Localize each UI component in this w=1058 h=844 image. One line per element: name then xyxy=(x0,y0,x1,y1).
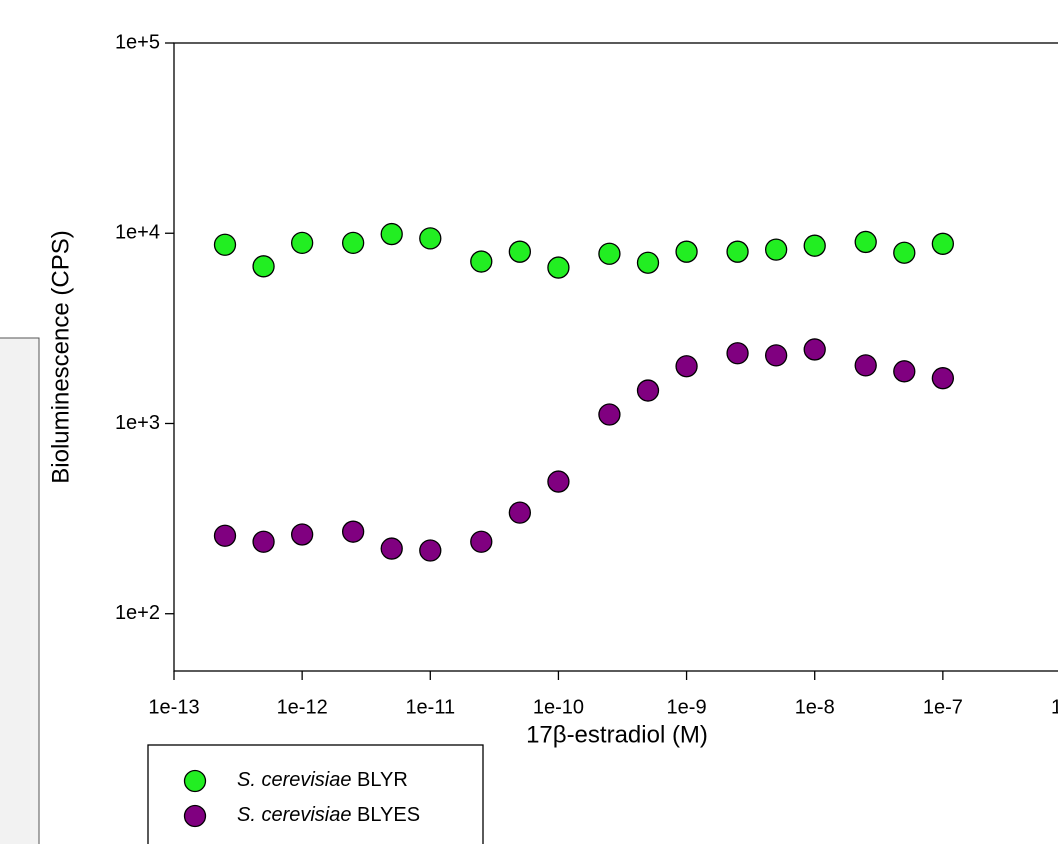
x-tick-label: 1e-6 xyxy=(1051,696,1058,718)
point xyxy=(253,256,274,277)
legend-box xyxy=(148,745,483,844)
x-tick-label: 1e-10 xyxy=(533,696,584,718)
point xyxy=(471,251,492,272)
y-tick-label: 1e+5 xyxy=(115,31,160,53)
point xyxy=(894,242,915,263)
point xyxy=(292,524,313,545)
point xyxy=(804,235,825,256)
point xyxy=(381,538,402,559)
point xyxy=(932,233,953,254)
point xyxy=(471,531,492,552)
point xyxy=(855,355,876,376)
point xyxy=(548,471,569,492)
point xyxy=(509,241,530,262)
point xyxy=(420,540,441,561)
x-tick-label: 1e-13 xyxy=(148,696,199,718)
point xyxy=(214,525,235,546)
point xyxy=(637,252,658,273)
x-tick-label: 1e-11 xyxy=(405,696,455,718)
legend-label: S. cerevisiae BLYR xyxy=(237,769,408,791)
plot-frame xyxy=(174,43,1058,671)
y-tick-label: 1e+3 xyxy=(115,412,160,434)
point xyxy=(214,234,235,255)
chart: 17β-estradiol (M) Bioluminescence (CPS) … xyxy=(0,0,1058,844)
point xyxy=(343,232,364,253)
point xyxy=(509,502,530,523)
legend-marker xyxy=(185,806,206,827)
legend-label: S. cerevisiae BLYES xyxy=(237,804,420,826)
point xyxy=(381,224,402,245)
point xyxy=(932,368,953,389)
point xyxy=(599,404,620,425)
point xyxy=(766,345,787,366)
point xyxy=(253,531,274,552)
x-axis-label: 17β-estradiol (M) xyxy=(526,721,708,748)
x-tick-label: 1e-9 xyxy=(667,696,707,718)
point xyxy=(676,241,697,262)
point xyxy=(727,343,748,364)
point xyxy=(548,257,569,278)
x-tick-label: 1e-7 xyxy=(923,696,963,718)
point xyxy=(637,380,658,401)
point xyxy=(676,356,697,377)
y-tick-label: 1e+4 xyxy=(115,222,160,244)
y-tick-label: 1e+2 xyxy=(115,602,160,624)
point xyxy=(343,521,364,542)
legend-marker xyxy=(185,771,206,792)
point xyxy=(766,239,787,260)
point xyxy=(804,339,825,360)
x-tick-label: 1e-8 xyxy=(795,696,835,718)
point xyxy=(894,361,915,382)
x-tick-label: 1e-12 xyxy=(277,696,328,718)
point xyxy=(855,231,876,252)
point xyxy=(727,241,748,262)
y-axis-label: Bioluminescence (CPS) xyxy=(47,230,74,483)
point xyxy=(292,232,313,253)
point xyxy=(599,243,620,264)
point xyxy=(420,228,441,249)
map-fragment xyxy=(0,338,39,844)
